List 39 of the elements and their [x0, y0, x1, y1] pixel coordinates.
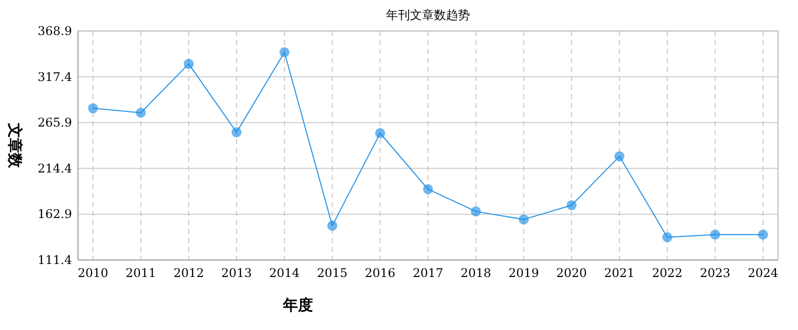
y-tick-label: 368.9 [38, 24, 72, 38]
y-tick-label: 265.9 [38, 116, 72, 130]
x-tick-label: 2019 [508, 266, 539, 280]
point [614, 151, 624, 162]
point [566, 200, 577, 210]
point [327, 220, 338, 231]
x-tick-label: 2024 [748, 266, 779, 280]
x-tick-label: 2023 [700, 266, 730, 280]
point [184, 58, 194, 69]
y-tick-label: 214.4 [38, 161, 72, 176]
y-tick-label: 317.4 [38, 70, 72, 84]
y-axis-title: 文章数 [6, 122, 24, 169]
x-tick-label: 2015 [317, 266, 348, 280]
x-tick-label: 2018 [460, 266, 492, 280]
x-tick-label: 2017 [412, 266, 444, 280]
point [423, 184, 433, 194]
x-tick-label: 2013 [221, 266, 252, 280]
x-tick-label: 2021 [604, 266, 635, 280]
point [232, 127, 242, 138]
point [710, 230, 720, 240]
point [758, 230, 768, 240]
x-tick-label: 2014 [269, 266, 300, 280]
x-tick-label: 2022 [652, 266, 683, 280]
point [279, 47, 290, 58]
point [375, 128, 386, 138]
x-tick-label: 2016 [364, 266, 396, 280]
point [88, 103, 98, 114]
x-tick-label: 2012 [173, 266, 204, 280]
point [518, 214, 529, 224]
point [662, 232, 672, 242]
point [136, 108, 146, 118]
y-tick-label: 111.4 [38, 253, 72, 267]
x-tick-label: 2020 [556, 266, 587, 280]
point [470, 206, 481, 216]
x-tick-label: 2010 [78, 266, 108, 280]
x-axis-title: 年度 [282, 296, 313, 314]
x-tick-label: 2011 [126, 266, 156, 280]
chart-title: 年刊文章数趋势 [386, 8, 470, 22]
y-tick-label: 162.9 [38, 207, 72, 222]
